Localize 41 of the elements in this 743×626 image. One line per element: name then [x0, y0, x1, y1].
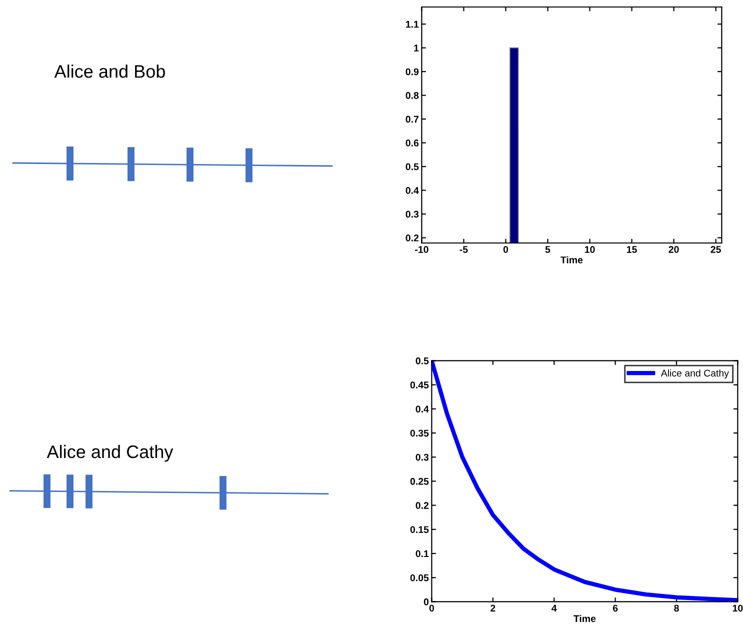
x-tick-label: 8: [674, 604, 679, 612]
y-tick-label: 0.3: [406, 210, 419, 218]
text: Alice and Bob: [54, 64, 165, 78]
x-tick-label: 2: [490, 604, 496, 612]
y-tick-label: 0.05: [410, 574, 429, 582]
y-tick-label: 0.2: [406, 234, 419, 242]
x-tick-label: 4: [552, 604, 557, 612]
x-tick-label: 25: [710, 246, 721, 253]
x-axis-title: Time: [574, 614, 596, 622]
y-tick-label: 0.8: [406, 92, 419, 99]
x-tick-label: 10: [584, 246, 595, 253]
x-tick-label: 20: [668, 246, 679, 253]
x-tick-label: 10: [732, 604, 743, 612]
y-tick-label: 0.5: [416, 357, 429, 364]
y-tick-label: 0.15: [410, 526, 429, 534]
y-tick-label: 1.1: [406, 20, 419, 28]
y-tick-label: 0.3: [416, 454, 429, 461]
x-tick-label: 6: [612, 604, 618, 612]
y-tick-label: 0.2: [416, 502, 429, 509]
y-tick-label: 0.25: [410, 478, 429, 485]
y-tick-label: 0.1: [416, 550, 429, 558]
y-tick-label: 0.4: [416, 406, 429, 413]
y-tick-label: 0.7: [406, 116, 418, 123]
y-tick-label: 1: [414, 44, 419, 52]
x-tick-label: 5: [545, 246, 550, 253]
legend-label: Alice and Cathy: [660, 369, 729, 379]
x-axis-title: Time: [560, 256, 583, 264]
y-tick-label: 0.45: [410, 382, 429, 388]
y-tick-label: 0.4: [406, 187, 419, 194]
x-tick-label: 15: [626, 246, 637, 253]
x-tick-label: 0: [429, 604, 434, 612]
x-tick-label: -5: [460, 246, 468, 253]
text: Alice and Cathy: [46, 444, 174, 462]
y-tick-label: 0.35: [410, 430, 429, 437]
x-tick-label: 0: [503, 246, 508, 253]
y-tick-label: 0.6: [406, 140, 419, 146]
y-tick-label: 0: [424, 598, 429, 606]
line-series: [432, 360, 738, 602]
y-tick-label: 0.5: [406, 163, 419, 170]
x-tick-label: -10: [415, 246, 428, 253]
y-tick-label: 0.9: [406, 68, 419, 76]
